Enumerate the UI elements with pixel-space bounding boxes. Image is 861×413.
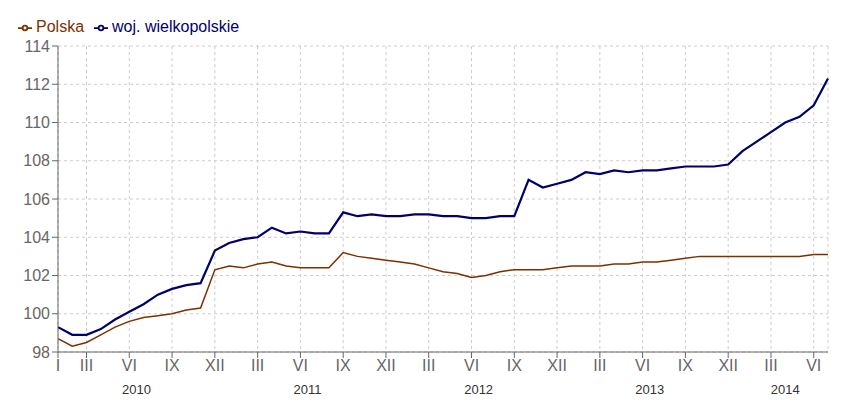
html-text:Polska: Polska <box>36 18 84 35</box>
svg-text:IX: IX <box>507 357 522 374</box>
html-text:woj. wielkopolskie: woj. wielkopolskie <box>112 18 240 35</box>
svg-text:IX: IX <box>336 357 351 374</box>
svg-text:I: I <box>56 357 60 374</box>
svg-text:III: III <box>80 357 93 374</box>
svg-text:VI: VI <box>293 357 308 374</box>
svg-text:98: 98 <box>32 344 50 361</box>
svg-text:III: III <box>764 357 777 374</box>
svg-text:104: 104 <box>23 229 50 246</box>
svg-text:III: III <box>593 357 606 374</box>
svg-text:106: 106 <box>23 191 50 208</box>
svg-text:102: 102 <box>23 267 50 284</box>
svg-text:VI: VI <box>806 357 821 374</box>
svg-text:2012: 2012 <box>464 382 493 397</box>
svg-text:100: 100 <box>23 305 50 322</box>
svg-text:112: 112 <box>24 76 50 93</box>
svg-text:VI: VI <box>635 357 650 374</box>
svg-text:108: 108 <box>23 152 50 169</box>
svg-text:XII: XII <box>547 357 567 374</box>
svg-text:114: 114 <box>24 38 50 55</box>
svg-text:VI: VI <box>464 357 479 374</box>
svg-text:2014: 2014 <box>771 382 800 397</box>
svg-text:XII: XII <box>718 357 738 374</box>
svg-text:2011: 2011 <box>294 382 322 397</box>
svg-text:2010: 2010 <box>122 382 151 397</box>
svg-text:2013: 2013 <box>635 382 664 397</box>
svg-text:XII: XII <box>205 357 225 374</box>
svg-text:III: III <box>251 357 264 374</box>
svg-text:VI: VI <box>122 357 137 374</box>
svg-text:III: III <box>422 357 435 374</box>
svg-text:XII: XII <box>376 357 396 374</box>
svg-text:IX: IX <box>165 357 180 374</box>
svg-text:110: 110 <box>24 114 50 131</box>
svg-text:IX: IX <box>678 357 693 374</box>
